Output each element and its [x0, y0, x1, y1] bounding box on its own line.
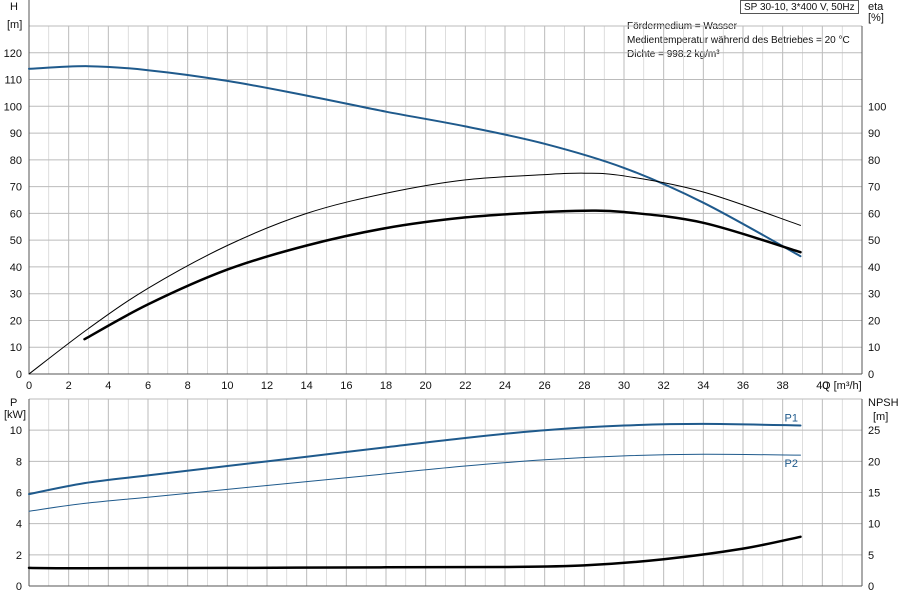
h-tick-label: 60: [10, 208, 22, 220]
chart-title: SP 30-10, 3*400 V, 50Hz: [740, 0, 859, 14]
eta-tick-label: 20: [868, 315, 880, 327]
x-tick-label: 36: [737, 380, 749, 392]
h-tick-label: 70: [10, 182, 22, 194]
npsh-tick-label: 0: [868, 581, 874, 593]
lower-curves: [27, 422, 802, 570]
x-axis-label: Q [m³/h]: [822, 380, 862, 392]
x-tick-label: 4: [105, 380, 111, 392]
p-tick-label: 0: [16, 581, 22, 593]
npsh-tick-label: 15: [868, 488, 880, 500]
x-tick-label: 18: [380, 380, 392, 392]
x-tick-label: 10: [221, 380, 233, 392]
p2-curve: [28, 453, 801, 512]
eta-tick-label: 30: [868, 289, 880, 301]
eta-axis-unit: [%]: [868, 12, 884, 24]
x-tick-label: 28: [578, 380, 590, 392]
eta-tick-label: 100: [868, 101, 886, 113]
p-tick-label: 8: [16, 456, 22, 468]
x-tick-label: 20: [420, 380, 432, 392]
p-tick-label: 6: [16, 488, 22, 500]
p-tick-label: 4: [16, 519, 22, 531]
h-tick-label: 90: [10, 128, 22, 140]
npsh-axis-unit: [m]: [873, 411, 888, 423]
legend-label-p2: P2: [785, 458, 798, 470]
x-tick-label: 22: [459, 380, 471, 392]
npsh-tick-label: 25: [868, 425, 880, 437]
x-tick-label: 24: [499, 380, 511, 392]
npsh-tick-label: 10: [868, 519, 880, 531]
legend-label-p1: P1: [785, 412, 798, 424]
x-tick-label: 32: [658, 380, 670, 392]
x-tick-label: 34: [697, 380, 709, 392]
eta-axis-title: eta: [868, 1, 884, 13]
upper-grid: [28, 0, 863, 375]
x-tick-label: 6: [145, 380, 151, 392]
h-tick-label: 40: [10, 262, 22, 274]
eta-tick-label: 10: [868, 342, 880, 354]
p-tick-label: 10: [10, 425, 22, 437]
eta-tick-label: 90: [868, 128, 880, 140]
h-axis-unit: [m]: [7, 19, 22, 31]
h-tick-label: 50: [10, 235, 22, 247]
fluid-info-line-density: Dichte = 998.2 kg/m³: [627, 49, 720, 60]
h-tick-label: 110: [4, 75, 22, 87]
h-axis-title: H: [10, 1, 18, 13]
npsh-curve: [27, 535, 802, 570]
x-tick-label: 30: [618, 380, 630, 392]
x-tick-label: 2: [66, 380, 72, 392]
eta-tick-label: 0: [868, 369, 874, 381]
lower-grid: [28, 398, 863, 587]
axis-labels: 0 2 4 6 8 10 12 14 16 18 20 22 24 26 28 30 32 34 36 38 40Q […: [4, 1, 899, 593]
h-tick-label: 30: [10, 289, 22, 301]
p-axis-title: P: [10, 397, 17, 409]
h-tick-label: 120: [4, 48, 22, 60]
upper-curves: [28, 65, 802, 375]
h-tick-label: 0: [16, 369, 22, 381]
eta-tick-label: 60: [868, 208, 880, 220]
eta-curve: [28, 172, 801, 375]
npsh-tick-label: 5: [868, 550, 874, 562]
x-tick-label: 8: [185, 380, 191, 392]
npsh-axis-title: NPSH: [868, 397, 899, 409]
fluid-info-line-temperature: Medientemperatur während des Betriebes =…: [627, 35, 850, 46]
h-tick-label: 10: [10, 342, 22, 354]
h-tick-label: 20: [10, 315, 22, 327]
p-tick-label: 2: [16, 550, 22, 562]
npsh-tick-label: 20: [868, 456, 880, 468]
p1-curve: [28, 422, 802, 496]
p-axis-unit: [kW]: [4, 409, 26, 421]
x-tick-label: 26: [539, 380, 551, 392]
eta-tick-label: 50: [868, 235, 880, 247]
h-tick-label: 80: [10, 155, 22, 167]
x-tick-label: 0: [26, 380, 32, 392]
h-tick-label: 100: [4, 101, 22, 113]
x-tick-label: 16: [340, 380, 352, 392]
head-curve: [28, 65, 802, 258]
x-tick-label: 38: [777, 380, 789, 392]
x-tick-label: 14: [301, 380, 313, 392]
eta-tick-label: 70: [868, 182, 880, 194]
eta-total-curve: [83, 209, 802, 341]
eta-tick-label: 40: [868, 262, 880, 274]
x-tick-label: 12: [261, 380, 273, 392]
x-tick-label: 40: [816, 380, 828, 392]
eta-tick-label: 80: [868, 155, 880, 167]
